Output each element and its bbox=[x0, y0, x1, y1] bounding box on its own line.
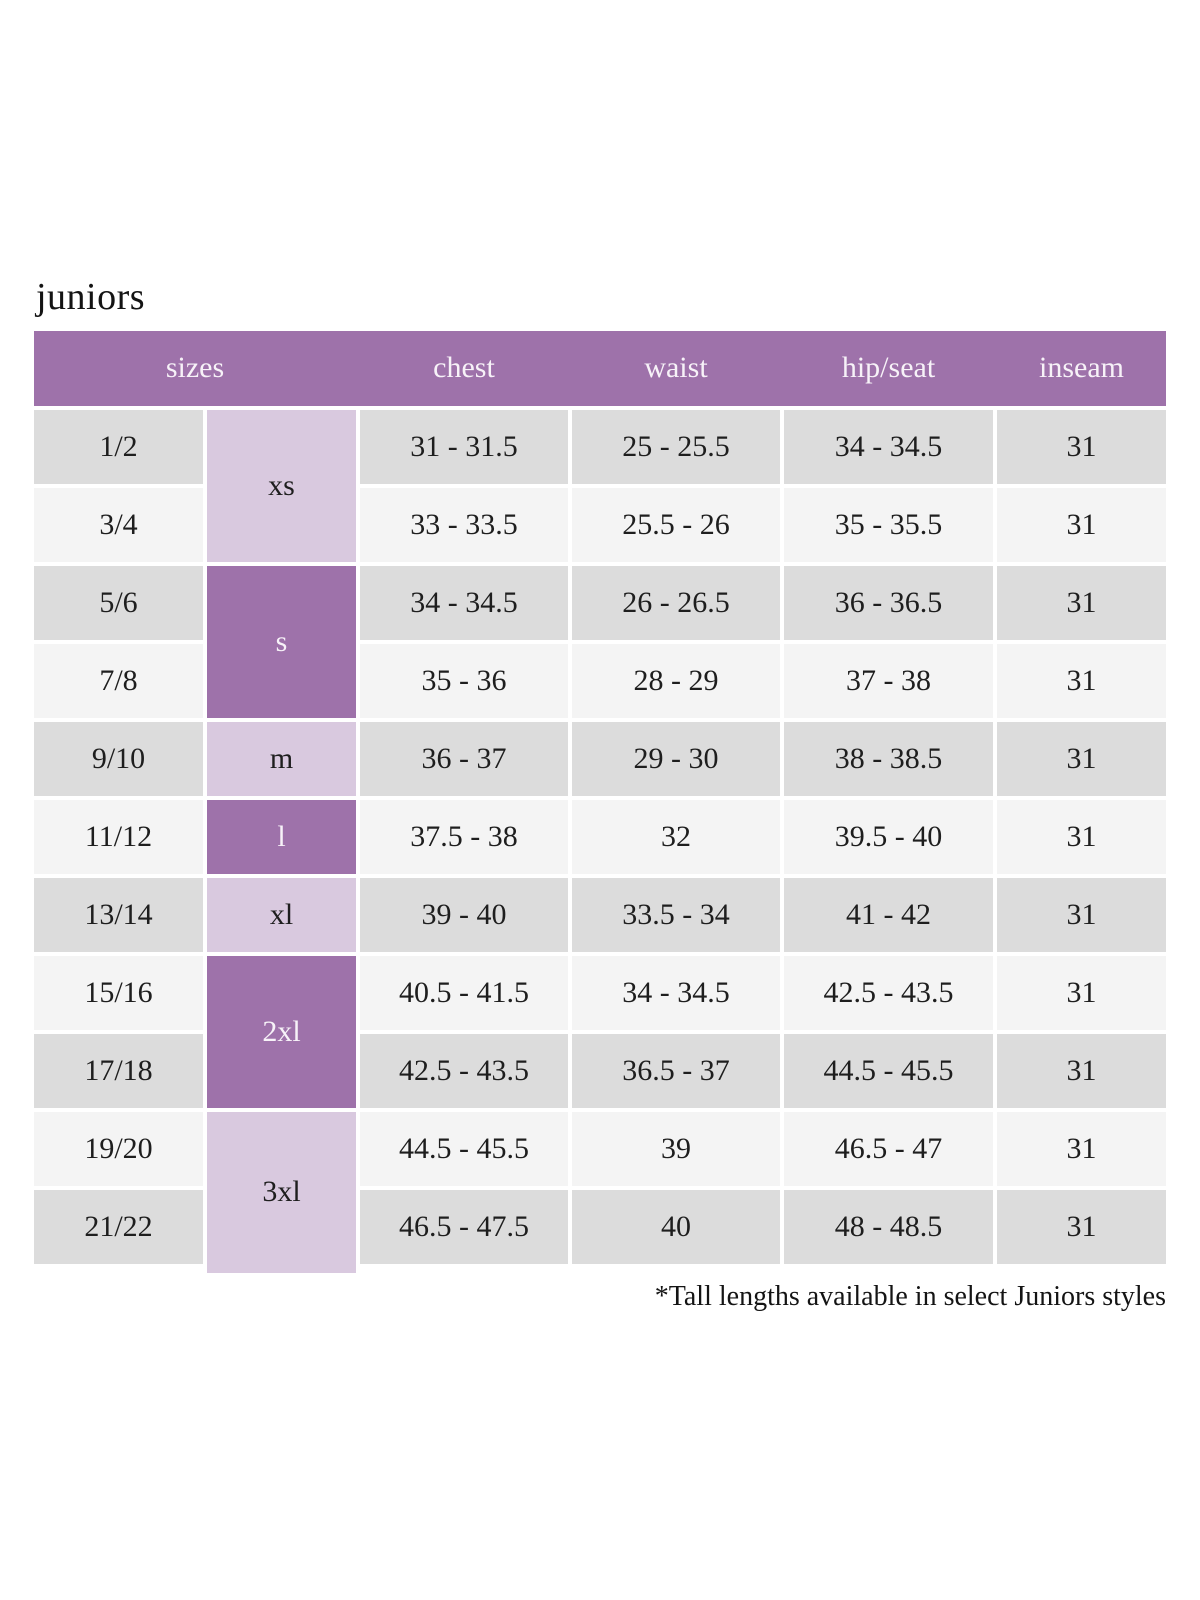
waist-cell: 34 - 34.5 bbox=[572, 955, 780, 1030]
inseam-cell: 31 bbox=[997, 565, 1166, 640]
size-chart-page: juniors sizes chest waist hip/seat insea… bbox=[34, 276, 1166, 1312]
hip-seat-cell: 35 - 35.5 bbox=[784, 487, 993, 562]
column-header-sizes: sizes bbox=[165, 351, 225, 385]
hip-seat-cell: 42.5 - 43.5 bbox=[784, 955, 993, 1030]
size-group-cell-xl: xl bbox=[207, 877, 356, 952]
chest-cell: 33 - 33.5 bbox=[360, 487, 568, 562]
hip-seat-cell: 38 - 38.5 bbox=[784, 721, 993, 796]
inseam-cell: 31 bbox=[997, 1033, 1166, 1108]
hip-seat-cell: 36 - 36.5 bbox=[784, 565, 993, 640]
table-header-row: sizes chest waist hip/seat inseam bbox=[34, 330, 1166, 406]
inseam-cell: 31 bbox=[997, 721, 1166, 796]
hip-seat-cell: 37 - 38 bbox=[784, 643, 993, 718]
page-title: juniors bbox=[36, 276, 146, 318]
column-header-hip-seat: hip/seat bbox=[841, 351, 936, 385]
chest-cell: 46.5 - 47.5 bbox=[360, 1189, 568, 1264]
size-group-cell-2xl: 2xl bbox=[207, 955, 356, 1108]
size-group-cell-xs: xs bbox=[207, 409, 356, 562]
juniors-size-chart: sizes chest waist hip/seat inseam xs s m… bbox=[34, 330, 1166, 1273]
column-header-waist: waist bbox=[644, 351, 708, 385]
hip-seat-cell: 39.5 - 40 bbox=[784, 799, 993, 874]
size-cell: 9/10 bbox=[34, 721, 203, 796]
hip-seat-cell: 48 - 48.5 bbox=[784, 1189, 993, 1264]
hip-seat-cell: 41 - 42 bbox=[784, 877, 993, 952]
chest-cell: 40.5 - 41.5 bbox=[360, 955, 568, 1030]
waist-cell: 26 - 26.5 bbox=[572, 565, 780, 640]
inseam-cell: 31 bbox=[997, 409, 1166, 484]
waist-cell: 36.5 - 37 bbox=[572, 1033, 780, 1108]
hip-seat-cell: 34 - 34.5 bbox=[784, 409, 993, 484]
size-cell: 15/16 bbox=[34, 955, 203, 1030]
size-group-cell-m: m bbox=[207, 721, 356, 796]
table-body: xs s m l xl 2xl 3xl 1/2 31 - 31.5 25 - 2… bbox=[34, 409, 1166, 1273]
size-cell: 1/2 bbox=[34, 409, 203, 484]
size-cell: 3/4 bbox=[34, 487, 203, 562]
chest-cell: 34 - 34.5 bbox=[360, 565, 568, 640]
inseam-cell: 31 bbox=[997, 487, 1166, 562]
column-header-chest: chest bbox=[433, 351, 495, 385]
waist-cell: 29 - 30 bbox=[572, 721, 780, 796]
size-cell: 17/18 bbox=[34, 1033, 203, 1108]
size-cell: 13/14 bbox=[34, 877, 203, 952]
size-cell: 21/22 bbox=[34, 1189, 203, 1264]
waist-cell: 25 - 25.5 bbox=[572, 409, 780, 484]
waist-cell: 28 - 29 bbox=[572, 643, 780, 718]
size-cell: 11/12 bbox=[34, 799, 203, 874]
footnote: *Tall lengths available in select Junior… bbox=[654, 1280, 1166, 1312]
inseam-cell: 31 bbox=[997, 877, 1166, 952]
inseam-cell: 31 bbox=[997, 1111, 1166, 1186]
inseam-cell: 31 bbox=[997, 955, 1166, 1030]
waist-cell: 39 bbox=[572, 1111, 780, 1186]
size-cell: 7/8 bbox=[34, 643, 203, 718]
inseam-cell: 31 bbox=[997, 643, 1166, 718]
hip-seat-cell: 44.5 - 45.5 bbox=[784, 1033, 993, 1108]
chest-cell: 37.5 - 38 bbox=[360, 799, 568, 874]
waist-cell: 32 bbox=[572, 799, 780, 874]
size-group-cell-l: l bbox=[207, 799, 356, 874]
size-group-cell-s: s bbox=[207, 565, 356, 718]
inseam-cell: 31 bbox=[997, 1189, 1166, 1264]
chest-cell: 44.5 - 45.5 bbox=[360, 1111, 568, 1186]
chest-cell: 39 - 40 bbox=[360, 877, 568, 952]
waist-cell: 33.5 - 34 bbox=[572, 877, 780, 952]
waist-cell: 40 bbox=[572, 1189, 780, 1264]
chest-cell: 31 - 31.5 bbox=[360, 409, 568, 484]
size-cell: 19/20 bbox=[34, 1111, 203, 1186]
chest-cell: 35 - 36 bbox=[360, 643, 568, 718]
chest-cell: 36 - 37 bbox=[360, 721, 568, 796]
column-header-inseam: inseam bbox=[1039, 351, 1124, 385]
chest-cell: 42.5 - 43.5 bbox=[360, 1033, 568, 1108]
waist-cell: 25.5 - 26 bbox=[572, 487, 780, 562]
size-cell: 5/6 bbox=[34, 565, 203, 640]
inseam-cell: 31 bbox=[997, 799, 1166, 874]
size-group-cell-3xl: 3xl bbox=[207, 1111, 356, 1273]
hip-seat-cell: 46.5 - 47 bbox=[784, 1111, 993, 1186]
